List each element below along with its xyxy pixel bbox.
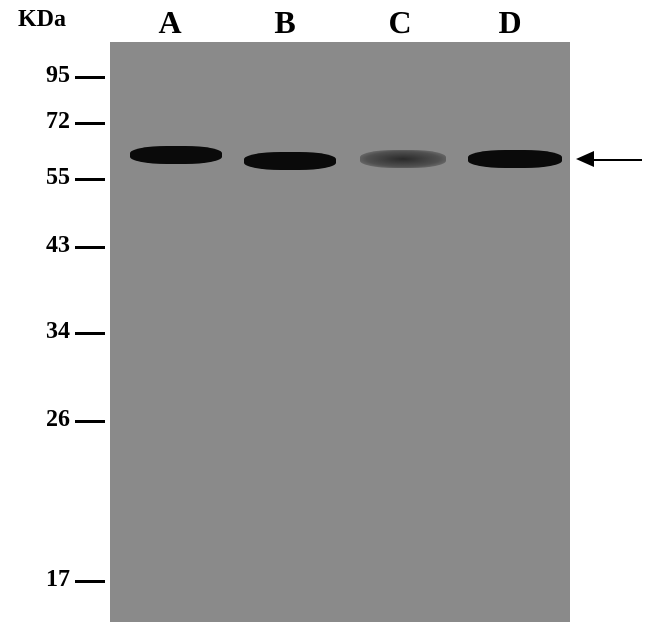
marker-95: 95 <box>30 62 70 89</box>
marker-tick <box>75 122 105 125</box>
lane-label-d: D <box>460 4 560 41</box>
marker-43: 43 <box>30 232 70 259</box>
marker-55: 55 <box>30 164 70 191</box>
marker-34: 34 <box>30 318 70 345</box>
lane-label-c: C <box>350 4 450 41</box>
band-lane-b <box>244 152 336 170</box>
marker-tick <box>75 580 105 583</box>
marker-tick <box>75 178 105 181</box>
marker-17: 17 <box>30 566 70 593</box>
marker-72: 72 <box>30 108 70 135</box>
band-lane-d <box>468 150 562 168</box>
lane-label-b: B <box>235 4 335 41</box>
western-blot-figure: KDa A B C D 95 72 55 43 34 26 17 <box>0 0 650 637</box>
gel-membrane <box>110 42 570 622</box>
unit-label: KDa <box>18 6 66 33</box>
band-lane-a <box>130 146 222 164</box>
marker-26: 26 <box>30 406 70 433</box>
arrow-line <box>592 159 642 161</box>
band-lane-c <box>360 150 446 168</box>
marker-tick <box>75 420 105 423</box>
lane-label-a: A <box>120 4 220 41</box>
marker-tick <box>75 76 105 79</box>
marker-tick <box>75 246 105 249</box>
marker-tick <box>75 332 105 335</box>
